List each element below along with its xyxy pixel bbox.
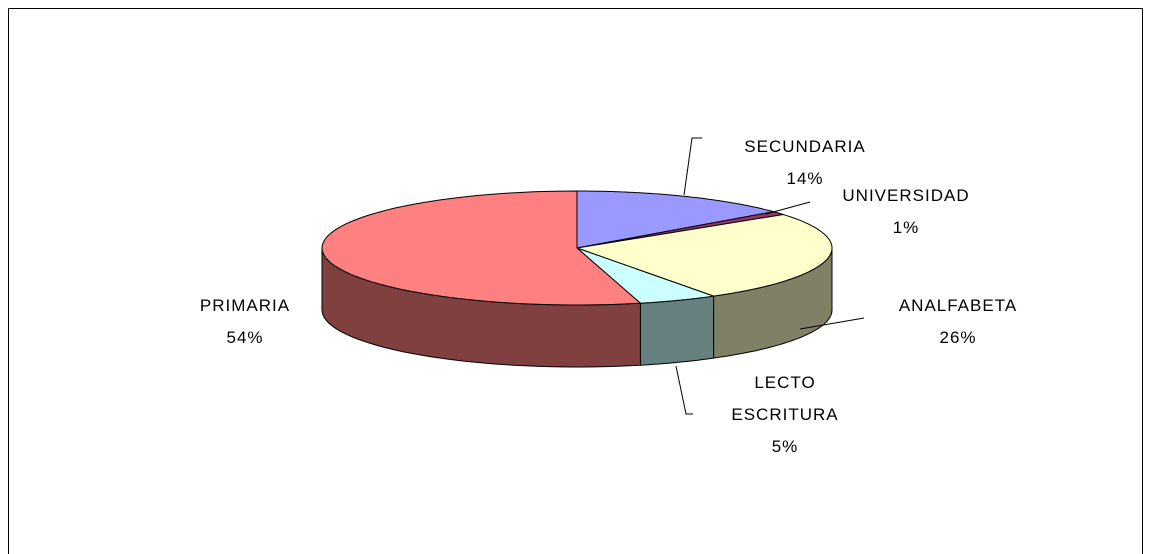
leader-line [683, 137, 702, 196]
slice [576, 211, 785, 249]
slice-side [639, 295, 715, 366]
value-label: 26% [939, 328, 977, 347]
value-label: 14% [786, 169, 824, 188]
slice [321, 190, 642, 306]
category-label: ANALFABETA [898, 296, 1018, 315]
value-label: 1% [892, 218, 920, 237]
slice-label: LECTO ESCRITURA 5% [675, 367, 895, 463]
slice [576, 247, 716, 304]
leader-line [765, 201, 811, 215]
slice-label: PRIMARIA 54% [135, 290, 355, 354]
category-label: PRIMARIA [199, 296, 291, 315]
value-label: 5% [771, 437, 799, 456]
category-label: UNIVERSIDAD [842, 186, 970, 205]
slice-label: SECUNDARIA 14% [695, 131, 915, 195]
slice [576, 190, 774, 249]
leader-line [675, 365, 693, 415]
category-label: LECTO ESCRITURA [731, 373, 839, 424]
value-label: 54% [226, 328, 264, 347]
slice [576, 213, 833, 297]
slice-label: ANALFABETA 26% [848, 290, 1068, 354]
category-label: SECUNDARIA [744, 137, 866, 156]
leader-line [799, 317, 865, 330]
slice-label: UNIVERSIDAD 1% [796, 180, 1016, 244]
